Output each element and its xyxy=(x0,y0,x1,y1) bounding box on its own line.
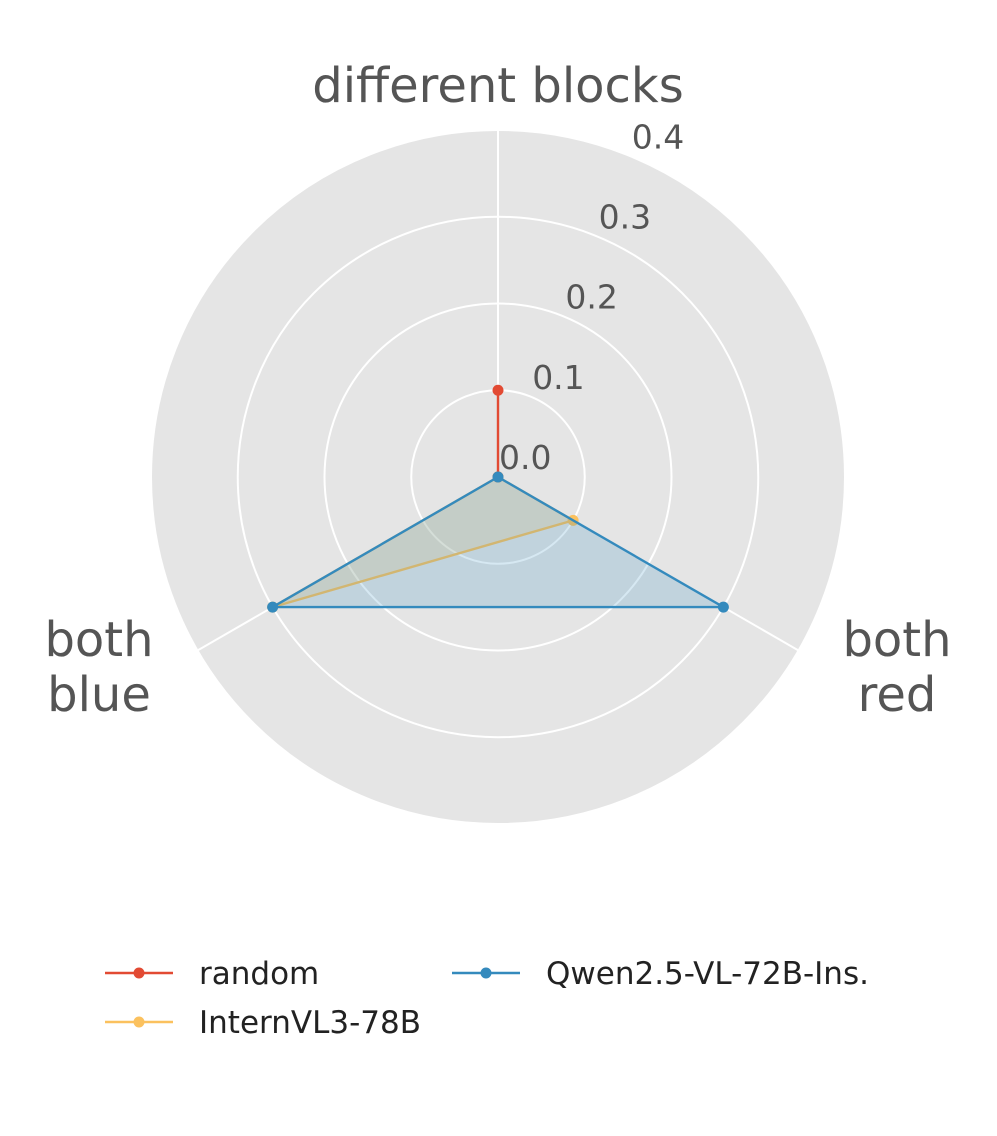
legend-marker xyxy=(133,1016,145,1028)
legend-label: Qwen2.5-VL-72B-Ins. xyxy=(546,956,869,992)
data-point xyxy=(717,601,729,613)
series-Qwen2.5-VL-72B-Ins. xyxy=(267,471,729,613)
axis-label-both_red: both red xyxy=(842,612,951,723)
legend-label: InternVL3-78B xyxy=(199,1005,421,1041)
radial-ticks: 0.0 0.1 0.2 0.3 0.4 xyxy=(499,117,684,477)
axis-label-line: both xyxy=(842,612,951,668)
legend-item-Qwen2.5-VL-72B-Ins.: Qwen2.5-VL-72B-Ins. xyxy=(452,956,869,992)
rtick-label: 0.4 xyxy=(632,117,684,156)
axis-label-line: red xyxy=(858,667,937,723)
data-point xyxy=(492,384,504,396)
axis-label-different_blocks: different blocks xyxy=(312,58,683,114)
rtick-label: 0.3 xyxy=(599,198,651,237)
data-point xyxy=(492,471,504,483)
legend-item-random: random xyxy=(105,956,319,992)
legend-marker xyxy=(133,967,145,979)
axis-label-line: different blocks xyxy=(312,58,683,114)
axis-label-line: blue xyxy=(47,667,151,723)
legend-label: random xyxy=(199,956,319,992)
series-layer xyxy=(267,384,729,613)
rtick-label: 0.2 xyxy=(565,278,617,317)
series-line xyxy=(268,475,728,609)
rtick-label: 0.0 xyxy=(499,438,551,477)
rtick-label: 0.1 xyxy=(532,358,584,397)
data-point xyxy=(267,601,279,613)
legend-marker xyxy=(480,967,492,979)
axis-label-both_blue: both blue xyxy=(44,612,153,723)
legend: random InternVL3-78B Qwen2.5-VL-72B-Ins. xyxy=(105,956,869,1041)
legend-item-InternVL3-78B: InternVL3-78B xyxy=(105,1005,421,1041)
series-fill xyxy=(272,477,574,608)
axis-label-line: both xyxy=(44,612,153,668)
series-fill xyxy=(272,477,724,608)
